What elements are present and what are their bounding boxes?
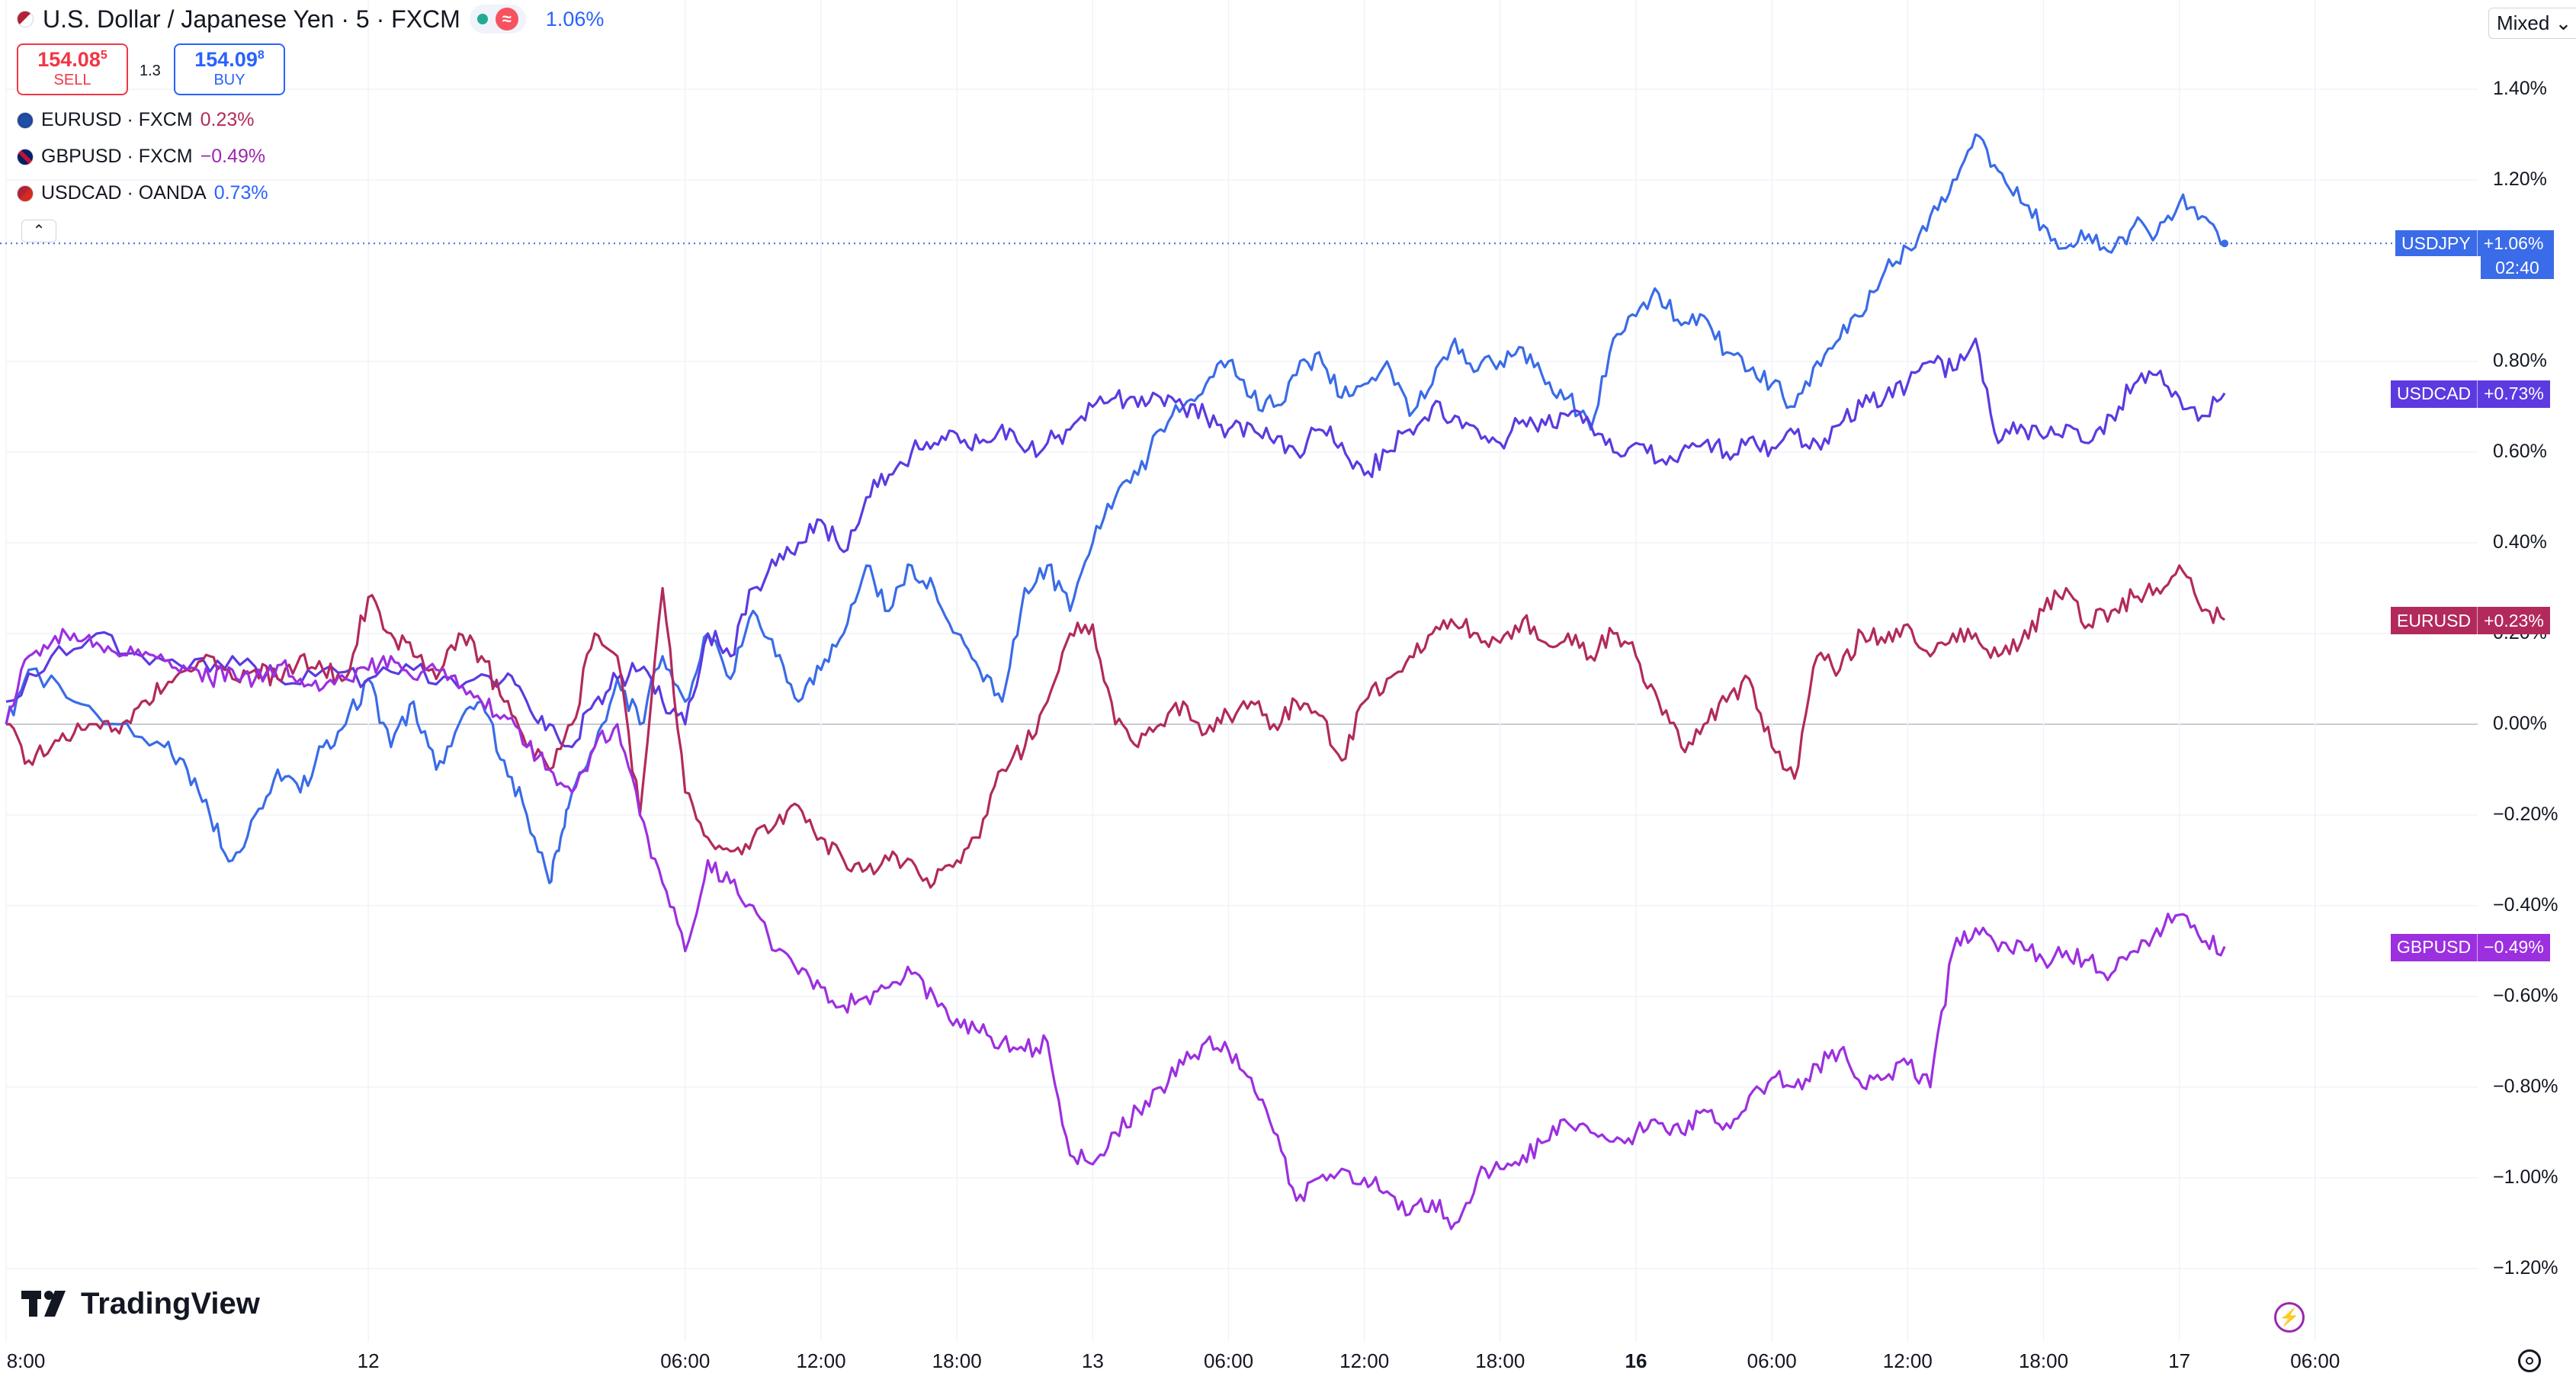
brand-name: TradingView — [81, 1287, 260, 1320]
usd-jpy-flag-icon — [17, 11, 34, 27]
compare-symbol-name: GBPUSD · FXCM — [41, 146, 193, 167]
series-line-gbpusd — [5, 627, 2226, 1230]
sell-price: 154.08 — [37, 48, 101, 71]
y-tick-label: 1.20% — [2493, 168, 2547, 190]
settings-gear-icon[interactable] — [2518, 1349, 2541, 1372]
x-tick-label: 18:00 — [2018, 1349, 2069, 1372]
x-tick-label: 8:00 — [6, 1349, 46, 1372]
y-tick-label: −1.20% — [2493, 1257, 2558, 1279]
compare-symbol-name: EURUSD · FXCM — [41, 109, 193, 130]
x-tick-label: 06:00 — [660, 1349, 711, 1372]
x-tick-label: 17 — [2168, 1349, 2191, 1372]
grid — [0, 0, 2478, 1342]
compare-row-gbpusd[interactable]: GBPUSD · FXCM −0.49% — [17, 146, 265, 168]
tag-series-value: +0.73% — [2484, 383, 2544, 404]
x-tick-label: 16 — [1625, 1349, 1647, 1372]
x-tick-label: 06:00 — [1747, 1349, 1797, 1372]
tag-series-name: USDCAD — [2397, 383, 2472, 404]
y-tick-label: 0.00% — [2493, 713, 2547, 734]
y-tick-label: −1.00% — [2493, 1166, 2558, 1188]
compare-symbol-change: −0.49% — [200, 146, 266, 167]
symbol-change: 1.06% — [545, 7, 605, 30]
compare-row-eurusd[interactable]: EURUSD · FXCM 0.23% — [17, 109, 255, 131]
symbol-title[interactable]: U.S. Dollar / Japanese Yen · 5 · FXCM — [43, 5, 460, 33]
price-scale-mode-button[interactable]: Mixed ⌄ — [2488, 8, 2576, 39]
usdjpy-tag-name: USDJPY — [2401, 233, 2471, 253]
tag-series-name: EURUSD — [2397, 610, 2472, 630]
compare-symbol-name: USDCAD · OANDA — [41, 182, 207, 204]
series-line-usdcad — [5, 337, 2226, 749]
compare-row-usdcad[interactable]: USDCAD · OANDA 0.73% — [17, 182, 268, 204]
sell-button[interactable]: 154.085 SELL — [17, 43, 128, 95]
symbol-header[interactable]: U.S. Dollar / Japanese Yen · 5 · FXCM ≈ … — [17, 5, 604, 34]
usdcad-flag-icon — [17, 184, 34, 202]
compare-symbol-change: 0.73% — [213, 182, 268, 204]
buy-price: 154.09 — [194, 48, 258, 71]
y-tick-label: −0.80% — [2493, 1076, 2558, 1097]
x-tick-label: 06:00 — [2290, 1349, 2340, 1372]
tradingview-logo-icon — [21, 1290, 66, 1317]
sell-price-pip: 5 — [100, 49, 107, 62]
market-status[interactable]: ≈ — [469, 5, 526, 34]
y-tick-label: 0.40% — [2493, 531, 2547, 553]
chevron-down-icon: ⌄ — [2549, 11, 2572, 34]
sell-label: SELL — [53, 72, 91, 88]
x-tick-label: 18:00 — [1475, 1349, 1525, 1372]
eurusd-price-tag: EURUSD +0.23% — [2391, 607, 2550, 635]
y-tick-label: −0.60% — [2493, 985, 2558, 1006]
gbpusd-flag-icon — [17, 148, 34, 165]
x-tick-label: 06:00 — [1203, 1349, 1254, 1372]
y-tick-label: 1.40% — [2493, 78, 2547, 99]
x-tick-label: 12:00 — [796, 1349, 846, 1372]
buy-button[interactable]: 154.098 BUY — [174, 43, 285, 95]
spread-value: 1.3 — [140, 63, 161, 79]
buy-price-pip: 8 — [257, 49, 265, 62]
usdcad-price-tag: USDCAD +0.73% — [2391, 380, 2550, 408]
tag-series-name: GBPUSD — [2397, 937, 2472, 958]
tradingview-logo[interactable]: TradingView — [21, 1287, 260, 1321]
usdjpy-price-tag: USDJPY +1.06% 02:40 — [2395, 230, 2554, 280]
x-tick-label: 12:00 — [1339, 1349, 1390, 1372]
x-tick-label: 12 — [357, 1349, 380, 1372]
market-open-icon — [476, 14, 488, 24]
y-tick-label: 0.80% — [2493, 350, 2547, 371]
usdjpy-tag-value: +1.06% — [2483, 233, 2544, 253]
collapse-legend-button[interactable]: ⌃ — [21, 220, 56, 242]
x-tick-label: 18:00 — [932, 1349, 982, 1372]
buy-label: BUY — [213, 72, 245, 88]
price-scale-mode-label: Mixed — [2497, 11, 2550, 34]
lightning-icon[interactable]: ⚡ — [2274, 1302, 2305, 1333]
y-tick-label: 0.60% — [2493, 441, 2547, 462]
tag-series-value: −0.49% — [2484, 937, 2544, 958]
gbpusd-price-tag: GBPUSD −0.49% — [2391, 933, 2550, 961]
delayed-data-icon: ≈ — [495, 8, 518, 30]
x-tick-label: 13 — [1081, 1349, 1104, 1372]
series-line-eurusd — [5, 564, 2226, 889]
series-lines — [5, 133, 2229, 1230]
last-price-dot — [2221, 239, 2229, 248]
bar-countdown: 02:40 — [2481, 256, 2554, 280]
series-line-usdjpy — [5, 133, 2225, 884]
x-tick-label: 12:00 — [1882, 1349, 1933, 1372]
tag-series-value: +0.23% — [2484, 610, 2544, 630]
y-tick-label: −0.20% — [2493, 804, 2558, 825]
compare-symbol-change: 0.23% — [200, 109, 255, 130]
y-tick-label: −0.40% — [2493, 894, 2558, 916]
eurusd-flag-icon — [17, 111, 34, 129]
